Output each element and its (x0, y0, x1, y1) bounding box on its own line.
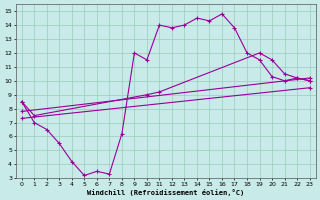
X-axis label: Windchill (Refroidissement éolien,°C): Windchill (Refroidissement éolien,°C) (87, 189, 244, 196)
